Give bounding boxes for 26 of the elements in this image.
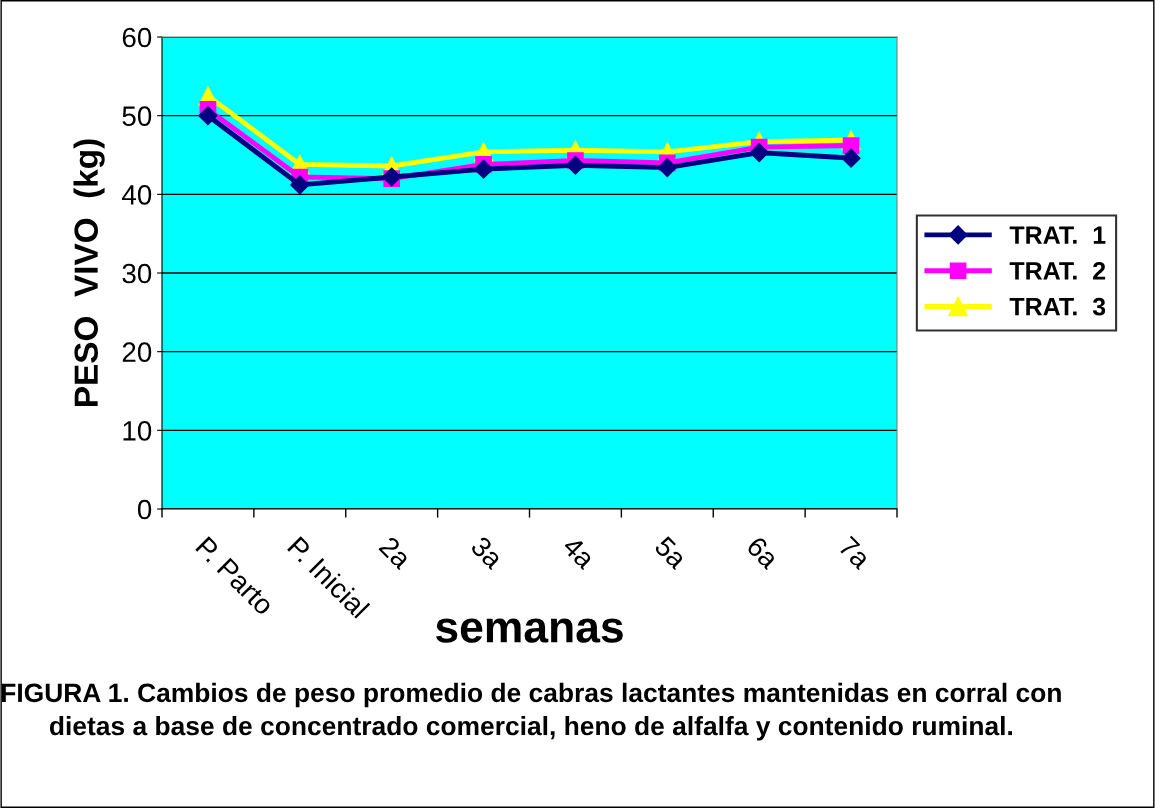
point <box>841 148 861 168</box>
point <box>565 155 585 175</box>
y-tick-label: 40 <box>122 185 152 205</box>
x-tick-label: 7a <box>837 535 873 571</box>
point <box>474 159 494 179</box>
x-tick-label: 3a <box>469 535 505 571</box>
y-tick-label: 30 <box>122 263 152 284</box>
legend-label: TRAT. 3 <box>1009 297 1106 316</box>
y-axis-title: PESO VIVO (kg) <box>73 139 105 406</box>
legend-label: TRAT. 1 <box>1009 226 1106 244</box>
y-tick-label: 20 <box>122 342 152 363</box>
y-tick-label: 50 <box>122 106 152 127</box>
x-tick-label: 2a <box>378 535 414 571</box>
legend-label: TRAT. 2 <box>1009 262 1106 280</box>
x-tick-label: 5a <box>653 535 689 571</box>
point <box>657 158 677 178</box>
x-tick-label: 6a <box>745 535 781 571</box>
x-tick-label: 4a <box>561 535 597 571</box>
y-tick-label: 0 <box>137 499 152 520</box>
x-axis-title: semanas <box>435 618 623 643</box>
y-tick-label: 60 <box>122 27 152 48</box>
y-tick-label: 10 <box>123 421 152 441</box>
point <box>198 106 218 126</box>
point <box>749 143 769 163</box>
point <box>290 175 310 195</box>
text: FIGURA 1. Cambios de peso promedio de cabras lactantes mantenidas en corral con dietas a base de concentrado comercial, heno de alfalfa y contenido ruminal. <box>2 682 1061 741</box>
